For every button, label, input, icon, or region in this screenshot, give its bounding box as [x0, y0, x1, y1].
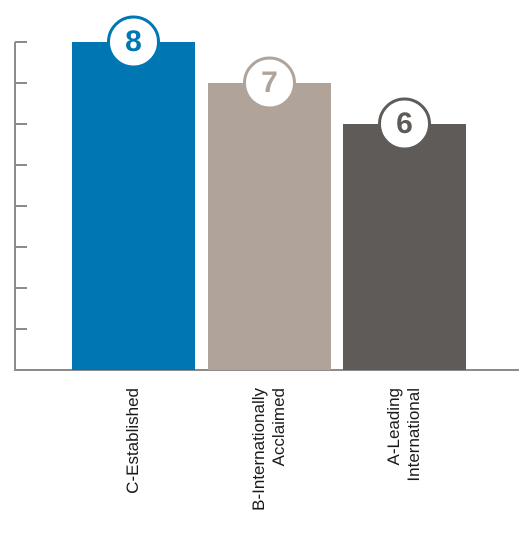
data-label: 6: [396, 107, 413, 140]
bars-layer: [72, 42, 466, 370]
x-tick-label-line: A-Leading: [384, 388, 403, 466]
x-tick-label-line: C-Established: [123, 388, 142, 494]
data-label: 7: [261, 66, 278, 99]
data-label-badge: [243, 56, 296, 110]
bar: [343, 124, 466, 370]
value-labels-layer: 8 7 6: [107, 15, 431, 151]
data-label-badge: [378, 97, 431, 151]
x-tick-label: C-Established: [123, 388, 142, 494]
data-label: 8: [125, 25, 142, 58]
category-labels-layer: C-Established B-Internationally Acclaimed A…: [123, 388, 423, 511]
x-tick-label: A-Leading International: [384, 388, 423, 482]
x-tick-label-line: Acclaimed: [269, 388, 288, 466]
data-label-badge: [107, 15, 160, 69]
bar: [208, 83, 331, 370]
x-tick-label: B-Internationally Acclaimed: [249, 388, 288, 511]
x-tick-label-line: International: [404, 388, 423, 482]
bar: [72, 42, 195, 370]
x-tick-label-line: B-Internationally: [249, 388, 268, 511]
